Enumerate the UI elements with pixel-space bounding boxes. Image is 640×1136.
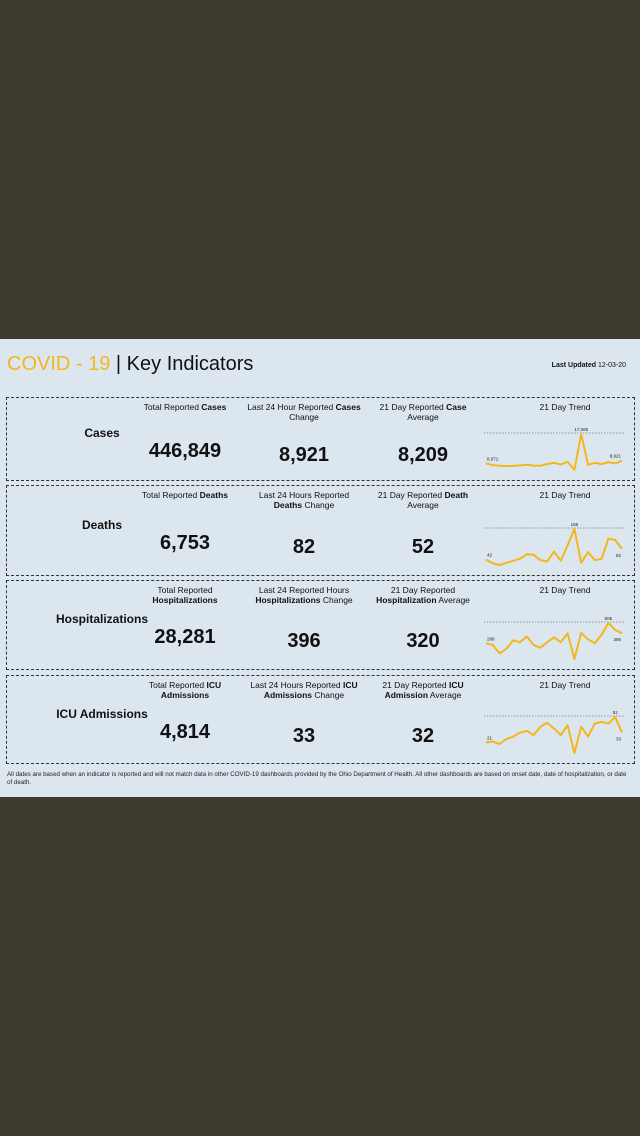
trend-chart: 288 505 396 bbox=[484, 616, 624, 660]
row-label: ICU Admissions bbox=[56, 706, 148, 721]
trend-label-last: 8,921 bbox=[610, 454, 622, 459]
col1-value: 4,814 bbox=[159, 720, 211, 743]
col2-header: Last 24 Hour Reported Cases Change bbox=[247, 402, 361, 422]
last-updated-value: 12-03-20 bbox=[597, 362, 626, 369]
trend-label-first: 42 bbox=[487, 553, 493, 558]
trend-line bbox=[485, 433, 623, 471]
indicator-row-deaths: Deaths Total Reported Deaths 6,753 Last 24 … bbox=[6, 485, 635, 576]
last-updated-label: Last Updated bbox=[551, 362, 597, 369]
col3-value: 8,209 bbox=[397, 444, 449, 466]
trend-label-last: 396 bbox=[613, 637, 621, 642]
page-title: COVID - 19 | Key Indicators bbox=[7, 353, 253, 383]
trend-label-max: 505 bbox=[605, 616, 613, 621]
trend-label-max: 156 bbox=[571, 522, 579, 527]
row-label: Hospitalizations bbox=[55, 612, 148, 626]
col2-value: 396 bbox=[287, 630, 321, 652]
col1-value: 446,849 bbox=[148, 440, 222, 462]
col3-header: 21 Day Reported ICU Admission Average bbox=[382, 680, 464, 700]
trend-header: 21 Day Trend bbox=[539, 490, 591, 500]
col3-header: 21 Day Reported Case Average bbox=[379, 402, 467, 422]
trend-line bbox=[485, 528, 623, 566]
row-label: Deaths bbox=[81, 517, 122, 532]
trend-label-max: 17,065 bbox=[574, 427, 588, 432]
indicator-row-cases: Cases Total Reported Cases 446,849 Last 24 … bbox=[6, 397, 635, 481]
trend-label-max: 52 bbox=[613, 710, 619, 715]
indicator-row-hospitalizations: Hospitalizations Total Reported Hospitali… bbox=[6, 580, 635, 670]
trend-label-first: 288 bbox=[487, 636, 495, 641]
trend-header: 21 Day Trend bbox=[539, 402, 591, 412]
title-key-indicators: | Key Indicators bbox=[110, 353, 254, 375]
trend-label-last: 82 bbox=[616, 553, 622, 558]
trend-chart: 8,071 17,065 8,921 bbox=[484, 427, 624, 471]
trend-line bbox=[485, 622, 623, 660]
trend-line bbox=[485, 716, 623, 754]
indicator-row-icu-admissions: ICU Admissions Total Reported ICU Admissi… bbox=[6, 675, 635, 764]
col2-value: 8,921 bbox=[278, 444, 330, 466]
col3-value: 320 bbox=[406, 630, 440, 652]
trend-label-first: 8,071 bbox=[487, 457, 499, 462]
col1-header: Total Reported Deaths bbox=[142, 490, 228, 500]
col2-value: 33 bbox=[292, 724, 316, 747]
col1-header: Total Reported Hospitalizations bbox=[152, 585, 218, 605]
trend-label-first: 21 bbox=[487, 735, 493, 740]
row-label: Cases bbox=[84, 426, 120, 440]
col2-header: Last 24 Hours Reported ICU Admissions Ch… bbox=[250, 680, 358, 700]
col1-header: Total Reported Cases bbox=[143, 402, 227, 412]
col3-value: 32 bbox=[411, 724, 435, 747]
last-updated: Last Updated 12-03-20 bbox=[552, 362, 626, 369]
col2-header: Last 24 Reported Hours Hospitalizations … bbox=[255, 585, 353, 605]
col2-value: 82 bbox=[292, 535, 316, 558]
trend-label-last: 33 bbox=[616, 737, 622, 742]
title-covid: COVID - 19 bbox=[7, 353, 111, 375]
trend-header: 21 Day Trend bbox=[539, 585, 591, 595]
trend-chart: 21 52 33 bbox=[484, 710, 624, 754]
col1-value: 28,281 bbox=[154, 626, 216, 648]
col2-header: Last 24 Hours Reported Deaths Change bbox=[258, 490, 350, 510]
trend-header: 21 Day Trend bbox=[539, 680, 591, 690]
col3-header: 21 Day Reported Hospitalization Average bbox=[376, 585, 470, 605]
col1-value: 6,753 bbox=[159, 531, 211, 554]
key-indicators-panel: COVID - 19 | Key Indicators Last Updated… bbox=[0, 339, 640, 797]
footnote: All dates are based when an indicator is… bbox=[7, 771, 627, 786]
col3-header: 21 Day Reported Death Average bbox=[377, 490, 469, 510]
col3-value: 52 bbox=[411, 535, 435, 558]
col1-header: Total Reported ICU Admissions bbox=[148, 680, 222, 700]
trend-chart: 42 156 82 bbox=[484, 522, 624, 566]
